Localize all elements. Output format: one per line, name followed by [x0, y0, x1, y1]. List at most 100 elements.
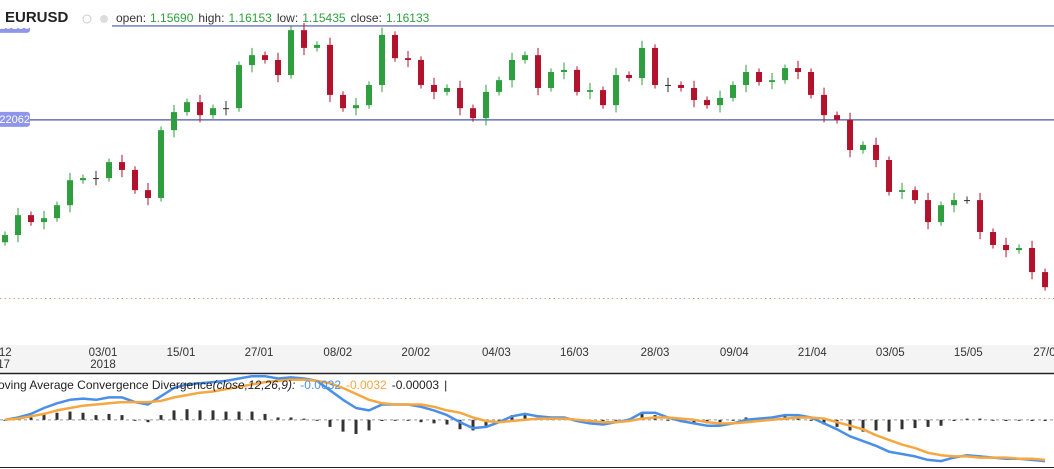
candle-body	[93, 178, 100, 180]
candle-body	[28, 215, 35, 223]
histogram-bar	[68, 411, 72, 420]
candle-body	[353, 105, 360, 109]
candle-body	[847, 119, 854, 151]
candle-body	[743, 72, 750, 85]
histogram-bar	[445, 419, 449, 425]
histogram-bar	[393, 419, 397, 421]
candle-body	[41, 218, 48, 223]
candle-body	[990, 232, 997, 245]
histogram-bar	[224, 411, 228, 420]
histogram-bar	[3, 419, 7, 421]
candle-body	[704, 100, 711, 106]
ohlc-name: open:	[116, 11, 146, 25]
title-bg	[0, 6, 112, 28]
x-tick-label: 15/05	[954, 347, 983, 359]
x-tick-label: 08/02	[323, 347, 352, 359]
histogram-bar	[55, 412, 59, 420]
candle-body	[886, 159, 893, 192]
candle-body	[223, 108, 230, 110]
x-axis-band	[0, 345, 1054, 373]
macd-line	[4, 374, 1046, 463]
candle-body	[54, 205, 61, 219]
histogram-bar	[640, 413, 644, 420]
candle-body	[834, 115, 841, 120]
macd-line	[4, 378, 1046, 462]
histogram-bar	[263, 413, 267, 420]
histogram-bar	[185, 409, 189, 420]
candle-body	[171, 112, 178, 131]
legend-value: |	[444, 378, 447, 392]
histogram-bar	[614, 419, 618, 421]
x-tick-label: 28/03	[641, 347, 670, 359]
legend-value: -0.0032	[346, 378, 387, 392]
candle-body	[184, 102, 191, 113]
histogram-bar	[380, 419, 384, 421]
histogram-bar	[497, 419, 501, 421]
candle-body	[119, 162, 126, 170]
candle-body	[483, 91, 490, 119]
level-badge	[0, 111, 30, 127]
histogram-bar	[939, 419, 943, 426]
histogram-bar	[328, 419, 332, 427]
candle-body	[340, 94, 347, 109]
candle-body	[652, 47, 659, 85]
candle-body	[964, 200, 971, 202]
candle-body	[15, 215, 22, 236]
macd-title: Moving Average Convergence Divergence	[0, 378, 213, 392]
histogram-bar	[198, 410, 202, 420]
histogram-bar	[367, 419, 371, 431]
candle-body	[782, 68, 789, 81]
candle-body	[808, 72, 815, 95]
histogram-bar	[341, 419, 345, 432]
candle-body	[379, 34, 386, 85]
histogram-bar	[887, 419, 891, 432]
x-tick-label: 09/04	[720, 347, 749, 359]
candle-body	[600, 90, 607, 106]
candle-body	[951, 200, 958, 206]
histogram-bar	[94, 415, 98, 420]
x-tick-label: 27/05	[1033, 347, 1054, 359]
histogram-bar	[81, 412, 85, 420]
candle-body	[613, 75, 620, 106]
candle-body	[1003, 244, 1010, 251]
histogram-bar	[120, 415, 124, 420]
candle-body	[821, 94, 828, 116]
ohlc-value: 1.16153	[228, 11, 272, 25]
ohlc-name: high:	[198, 11, 224, 25]
candle-body	[548, 72, 555, 88]
candle-body	[314, 44, 321, 48]
histogram-bar	[419, 419, 423, 423]
candle-body	[327, 44, 334, 95]
histogram-bar	[302, 418, 306, 420]
candle-body	[509, 59, 516, 81]
candle-body	[249, 55, 256, 66]
gear-icon[interactable]	[100, 15, 108, 23]
histogram-bar	[159, 415, 163, 420]
histogram-bar	[952, 419, 956, 421]
histogram-bar	[172, 410, 176, 420]
histogram-bar	[718, 419, 722, 423]
candle-body	[2, 235, 9, 243]
histogram-bar	[809, 419, 813, 421]
candle-body	[899, 190, 906, 192]
candle-body	[288, 30, 295, 76]
histogram-bar	[107, 413, 111, 420]
candle-body	[665, 84, 672, 86]
histogram-bar	[900, 419, 904, 430]
candle-body	[457, 87, 464, 109]
histogram-bar	[861, 419, 865, 432]
candle-body	[1016, 247, 1023, 251]
candle-body	[639, 47, 646, 79]
candle-body	[197, 102, 204, 116]
eye-icon[interactable]	[82, 14, 92, 24]
candle-body	[366, 84, 373, 106]
legend-value: -0.00003	[392, 378, 440, 392]
candle-body	[301, 30, 308, 48]
histogram-bar	[315, 419, 319, 421]
histogram-bar	[42, 413, 46, 420]
candle-body	[236, 65, 243, 109]
histogram-bar	[1030, 419, 1034, 421]
level-label: 1.22062	[0, 114, 30, 126]
x-tick-label: 15/01	[167, 347, 196, 359]
x-tick-label: 03/05	[876, 347, 905, 359]
